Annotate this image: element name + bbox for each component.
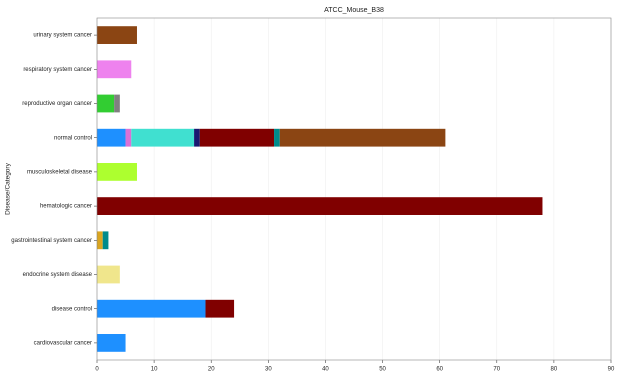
y-tick-label: reproductive organ cancer <box>22 101 92 107</box>
bar-segment <box>97 26 137 44</box>
bar-segment <box>131 128 195 147</box>
bar-segment <box>97 265 120 284</box>
bar-segment <box>97 299 206 318</box>
bar-segment <box>97 128 126 147</box>
y-tick-label: normal control <box>54 135 92 141</box>
bar-segment <box>114 94 120 113</box>
x-tick-label: 90 <box>608 367 615 373</box>
x-tick-label: 50 <box>379 367 386 373</box>
plot-frame <box>96 17 612 361</box>
x-tick-label: 70 <box>493 367 500 373</box>
bar-segment <box>194 128 200 147</box>
bar-segment <box>97 334 126 352</box>
bar-segment <box>274 128 280 147</box>
y-tick-label: respiratory system cancer <box>23 67 92 73</box>
y-tick-label: gastrointestinal system cancer <box>11 238 92 244</box>
bar-segment <box>97 94 115 113</box>
y-axis-label: Disease/Category <box>5 162 12 214</box>
x-tick-label: 40 <box>322 367 329 373</box>
x-tick-label: 20 <box>208 367 215 373</box>
bar-segment <box>102 231 109 250</box>
bar-segment <box>279 128 446 147</box>
bar-segment <box>97 60 132 79</box>
x-tick-label: 10 <box>151 367 158 373</box>
y-tick-label: musculoskeletal disease <box>27 169 93 175</box>
chart-title: ATCC_Mouse_B38 <box>324 7 384 14</box>
x-tick-label: 0 <box>95 367 99 373</box>
bar-segment <box>97 197 543 215</box>
y-tick-label: endocrine system disease <box>23 272 93 278</box>
y-tick-label: disease control <box>52 306 92 312</box>
y-tick-label: cardiovascular cancer <box>34 340 92 346</box>
y-tick-label: urinary system cancer <box>33 33 92 39</box>
bar-segment <box>205 299 235 318</box>
x-tick-label: 30 <box>265 367 272 373</box>
bar-segment <box>125 128 132 147</box>
bar-segment <box>199 128 275 147</box>
bar-segment <box>97 163 137 181</box>
x-tick-label: 80 <box>551 367 558 373</box>
bar-segment <box>97 231 103 250</box>
y-tick-label: hematologic cancer <box>40 204 92 210</box>
x-tick-label: 60 <box>436 367 443 373</box>
